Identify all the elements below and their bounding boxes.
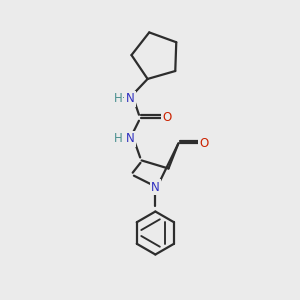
Text: N: N: [126, 92, 134, 105]
Text: O: O: [163, 111, 172, 124]
Text: H: H: [114, 92, 122, 105]
Text: H: H: [120, 92, 129, 105]
Text: H: H: [114, 132, 122, 145]
Text: N: N: [151, 181, 160, 194]
Text: N: N: [126, 132, 134, 145]
Text: O: O: [200, 137, 209, 150]
